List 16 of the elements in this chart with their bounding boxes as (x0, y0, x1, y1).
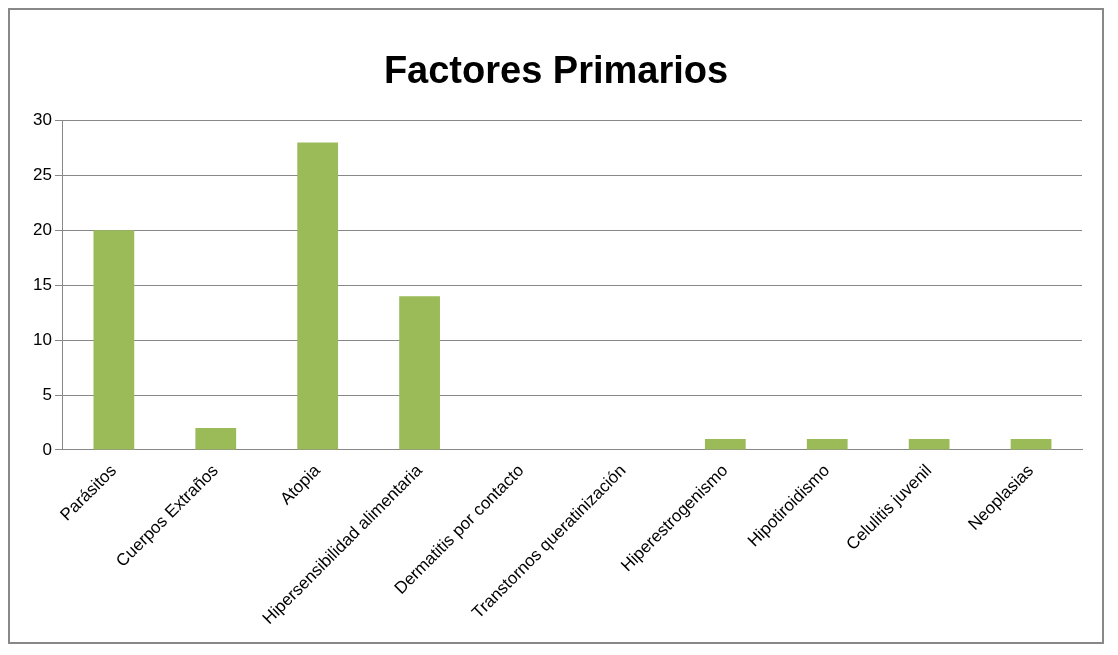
y-tick-label: 0 (42, 439, 52, 459)
bar (93, 230, 135, 450)
bar (195, 427, 237, 450)
y-tick-label: 5 (42, 384, 52, 404)
bar (806, 438, 848, 450)
chart-title: Factores Primarios (383, 49, 729, 92)
y-tick-label: 30 (32, 110, 52, 130)
y-tick-label: 20 (32, 220, 52, 240)
y-tick-label: 25 (32, 165, 52, 185)
bar (297, 142, 339, 450)
bar (908, 438, 950, 450)
bar (399, 296, 440, 450)
y-tick-label: 10 (32, 329, 52, 349)
y-tick-label: 15 (32, 274, 52, 294)
bar (1010, 438, 1052, 450)
bar (704, 438, 746, 450)
